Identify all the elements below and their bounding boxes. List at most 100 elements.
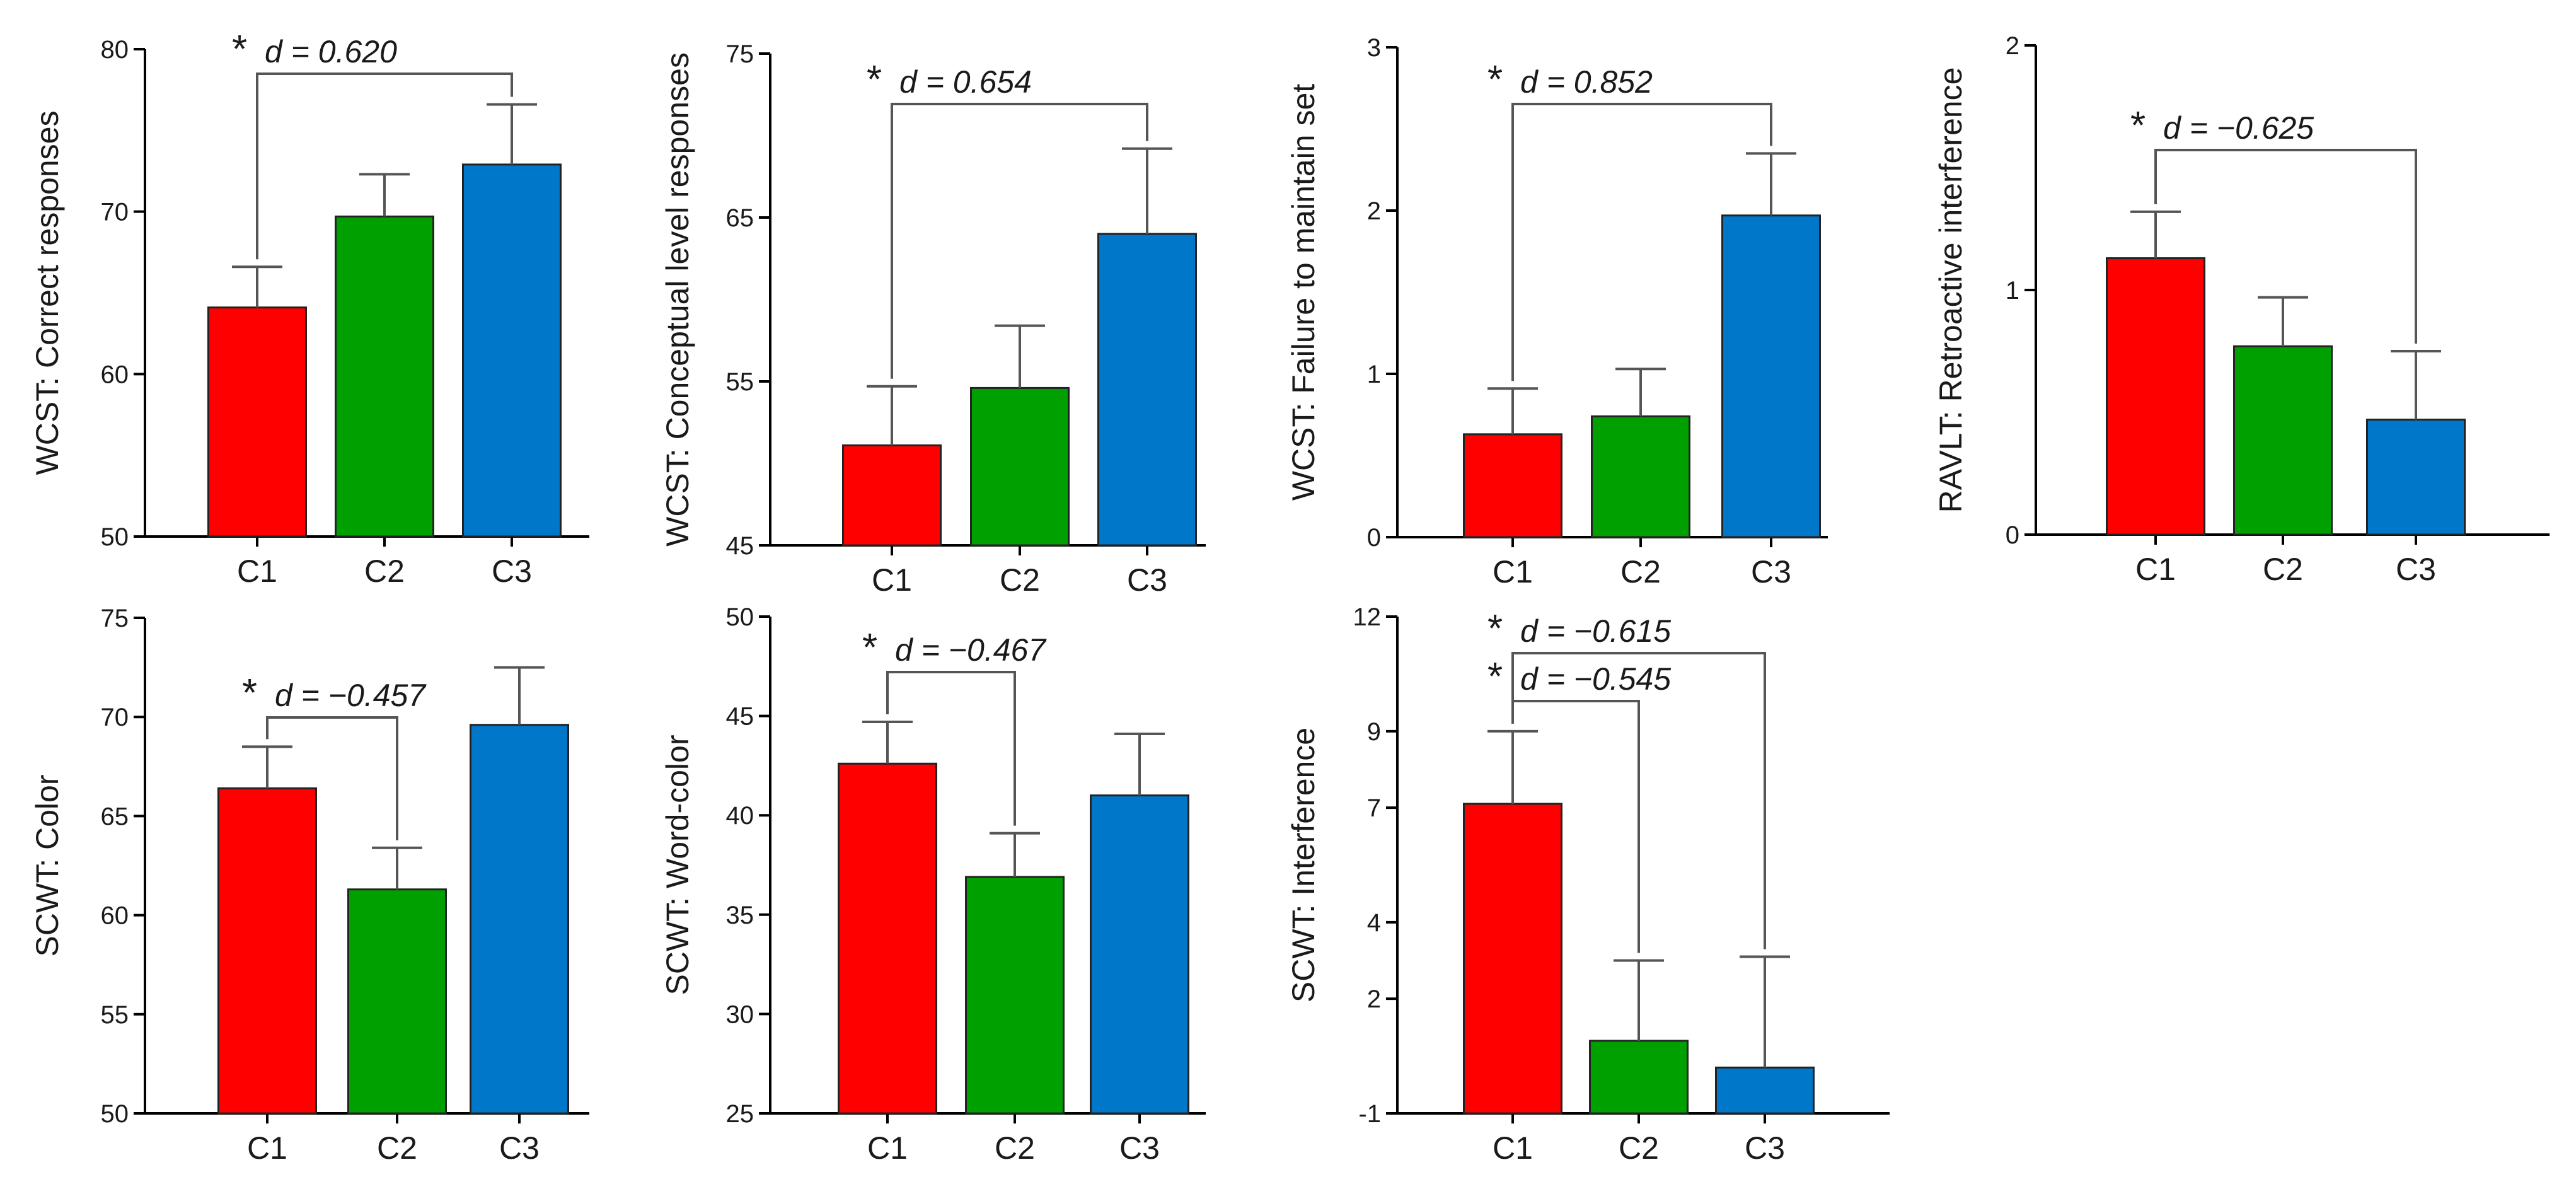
chart-panel-wcst-failure: 0 1 2 3 C1 C2 C3 WCST: Failure to maintain set *… [1286, 34, 1828, 589]
significance-bracket [886, 671, 1016, 826]
y-tick-label: 0 [1367, 524, 1381, 552]
chart-panel-scwt-wordcolor: 25 30 35 40 45 50 C1 C2 C3 SCWT: Word-color * d = −… [660, 603, 1206, 1166]
category-label: C3 [499, 1130, 540, 1166]
y-tick-label: 75 [726, 40, 754, 68]
y-tick-label: 75 [101, 605, 129, 632]
significance-bracket [2154, 149, 2417, 344]
y-tick-label: 1 [2006, 277, 2019, 305]
category-label: C1 [247, 1130, 287, 1166]
y-tick-label: 0 [2006, 521, 2019, 549]
category-label: C3 [1751, 554, 1791, 589]
bar-c2 [970, 386, 1070, 547]
y-axis-label: SCWT: Interference [1286, 728, 1321, 1002]
bar-c3 [1715, 1066, 1815, 1115]
y-tick-label: 40 [726, 802, 754, 830]
y-tick-label: 50 [101, 523, 129, 551]
effect-size-label: d = −0.467 [895, 632, 1047, 668]
chart-panel-scwt-color: 50 55 60 65 70 75 C1 C2 C3 SCWT: Color * d = −0.457 [30, 605, 589, 1166]
category-label: C2 [995, 1130, 1035, 1166]
category-label: C3 [1119, 1130, 1160, 1166]
y-tick-label: 70 [101, 704, 129, 731]
significance-bracket [1511, 652, 1766, 949]
bar-c3 [470, 724, 569, 1115]
bar-c3 [462, 163, 562, 538]
y-tick-label: -1 [1358, 1100, 1381, 1128]
category-label: C1 [237, 554, 277, 589]
y-tick-label: 1 [1367, 361, 1381, 388]
y-tick-label: 50 [726, 603, 754, 631]
bar-c3 [1097, 233, 1197, 547]
effect-size-label: d = −0.625 [2163, 110, 2314, 146]
category-label: C3 [1127, 562, 1167, 598]
category-label: C3 [492, 554, 532, 589]
bar-c2 [1591, 415, 1690, 538]
significance-bracket [891, 103, 1148, 379]
category-label: C1 [867, 1130, 908, 1166]
category-label: C3 [2396, 552, 2436, 587]
y-axis-label: WCST: Failure to maintain set [1286, 84, 1321, 501]
significance-star: * [242, 671, 257, 715]
significance-star: * [1487, 58, 1503, 102]
y-tick-label: 65 [726, 204, 754, 232]
y-axis-label: SCWT: Color [30, 775, 65, 957]
y-tick-label: 35 [726, 902, 754, 929]
effect-size-label: d = −0.615 [1520, 613, 1671, 649]
bar-c1 [838, 762, 937, 1115]
chart-panel-ravlt-retroactive: 0 1 2 C1 C2 C3 RAVLT: Retroactive interference… [1933, 32, 2550, 587]
category-label: C2 [1000, 562, 1040, 598]
y-axis-label: WCST: Conceptual level responses [660, 52, 695, 547]
chart-panel-scwt-interference: -1 2 4 7 9 12 C1 C2 C3 SCWT: Interference * d = −0.… [1286, 603, 1890, 1166]
effect-size-label: d = 0.654 [899, 64, 1032, 100]
significance-bracket [256, 73, 513, 260]
bar-c1 [1463, 803, 1562, 1115]
y-tick-label: 45 [726, 703, 754, 731]
bar-c1 [1463, 433, 1562, 538]
y-tick-label: 2 [2006, 32, 2019, 60]
bar-c3 [1721, 214, 1821, 538]
effect-size-label: d = −0.457 [275, 678, 427, 713]
bar-c2 [1589, 1040, 1689, 1115]
category-label: C2 [1619, 1130, 1659, 1166]
y-tick-label: 30 [726, 1001, 754, 1028]
y-tick-label: 60 [101, 361, 129, 388]
significance-star: * [867, 58, 882, 102]
y-tick-label: 60 [101, 902, 129, 930]
category-label: C2 [2263, 552, 2303, 587]
y-tick-label: 55 [726, 368, 754, 396]
y-tick-label: 80 [101, 36, 129, 64]
chart-panel-wcst-conceptual: 45 55 65 75 C1 C2 C3 WCST: Conceptual level res… [660, 40, 1206, 598]
category-label: C2 [377, 1130, 417, 1166]
significance-bracket [1511, 103, 1772, 381]
significance-bracket [266, 716, 398, 840]
bar-c2 [347, 888, 447, 1115]
y-tick-label: 50 [101, 1100, 129, 1128]
y-tick-label: 45 [726, 532, 754, 560]
y-axis-label: WCST: Correct responses [30, 111, 65, 475]
bar-c1 [207, 306, 307, 538]
y-axis-label: SCWT: Word-color [660, 734, 695, 995]
y-tick-label: 2 [1367, 197, 1381, 225]
y-tick-label: 4 [1367, 909, 1381, 937]
y-tick-label: 3 [1367, 34, 1381, 62]
category-label: C2 [364, 554, 405, 589]
category-label: C2 [1620, 554, 1661, 589]
effect-size-label: d = 0.620 [265, 34, 397, 69]
bar-c2 [335, 215, 434, 538]
bar-c2 [965, 876, 1065, 1115]
y-tick-label: 2 [1367, 985, 1381, 1013]
significance-star: * [1487, 607, 1503, 651]
bar-c2 [2233, 345, 2333, 536]
significance-star: * [1487, 655, 1503, 699]
category-label: C1 [1493, 554, 1533, 589]
bar-c3 [1090, 794, 1189, 1115]
y-tick-label: 9 [1367, 718, 1381, 746]
bar-c1 [217, 787, 317, 1115]
category-label: C1 [1493, 1130, 1533, 1166]
chart-panel-wcst-correct: 50 60 70 80 C1 C2 C3 WCST: Correct responses * d … [30, 28, 589, 589]
y-axis-label: RAVLT: Retroactive interference [1933, 67, 1968, 513]
category-label: C1 [872, 562, 912, 598]
effect-size-label: d = 0.852 [1520, 64, 1653, 100]
y-tick-label: 70 [101, 199, 129, 226]
y-tick-label: 7 [1367, 794, 1381, 822]
